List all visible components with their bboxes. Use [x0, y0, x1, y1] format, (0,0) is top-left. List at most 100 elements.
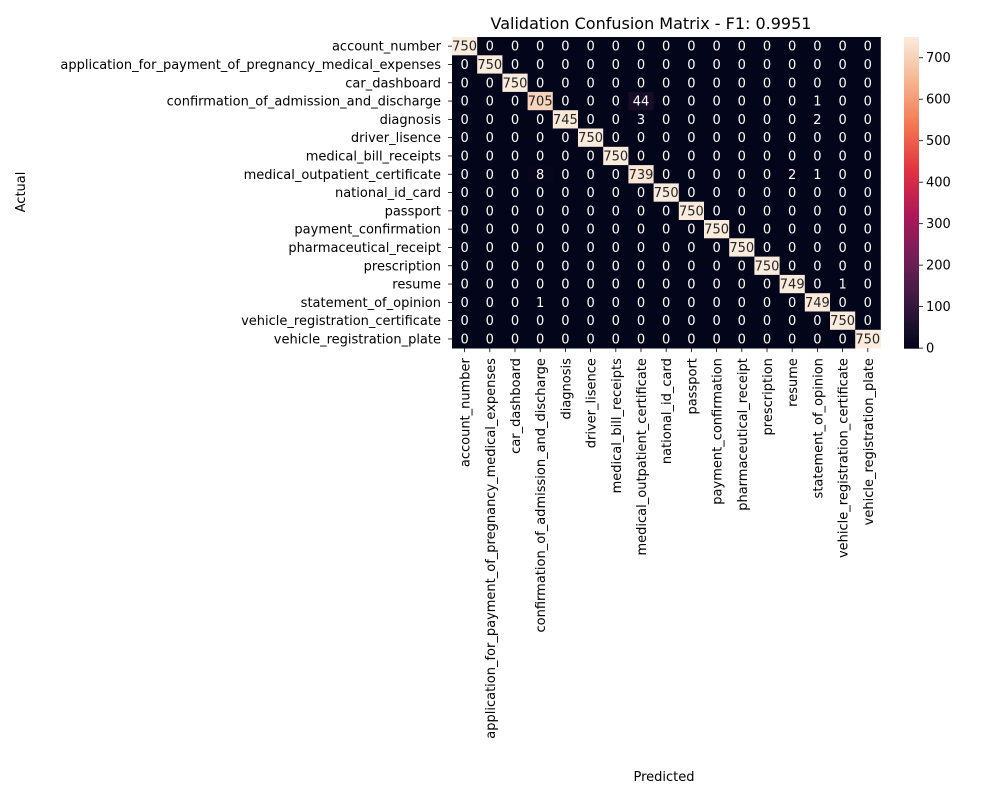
- cell-value-label: 0: [561, 131, 569, 146]
- heatmap-cell: [477, 201, 503, 221]
- heatmap-cell: [754, 220, 780, 239]
- cell-value-label: 0: [712, 332, 720, 347]
- colorbar-gradient-slice: [904, 140, 919, 144]
- cell-value-label: 0: [612, 296, 620, 311]
- cell-value-label: 0: [763, 241, 771, 256]
- colorbar-gradient-slice: [904, 310, 919, 314]
- heatmap-cell: [502, 110, 528, 129]
- colorbar-gradient-slice: [904, 314, 919, 318]
- heatmap-cell: [527, 91, 554, 111]
- cell-value-label: 0: [788, 76, 796, 91]
- cell-value-label: 750: [855, 332, 880, 347]
- cell-value-label: 750: [729, 241, 754, 256]
- colorbar-gradient-slice: [904, 115, 919, 119]
- colorbar-gradient-slice: [904, 171, 919, 175]
- heatmap-cell: [578, 183, 604, 203]
- heatmap-cell: [830, 37, 856, 56]
- heatmap-cell: [804, 165, 831, 184]
- cell-value-label: 1: [536, 296, 544, 311]
- heatmap-cell: [830, 256, 856, 276]
- cell-value-label: 0: [738, 278, 746, 293]
- heatmap-cell: [653, 73, 680, 93]
- cell-value-label: 0: [838, 76, 846, 91]
- colorbar-gradient-slice: [904, 200, 919, 204]
- cell-value-label: 0: [687, 186, 695, 201]
- colorbar-gradient-slice: [904, 204, 919, 208]
- cell-value-label: 0: [838, 223, 846, 238]
- heatmap-cell: [578, 329, 604, 349]
- colorbar-gradient-slice: [904, 221, 919, 225]
- cell-value-label: 750: [503, 76, 528, 91]
- colorbar-gradient-slice: [904, 188, 919, 192]
- heatmap-cell: [754, 183, 780, 203]
- cell-value-label: 0: [536, 204, 544, 219]
- cell-value-label: 0: [864, 296, 872, 311]
- heatmap-cell: [830, 91, 856, 111]
- cell-value-label: 0: [561, 278, 569, 293]
- cell-value-label: 0: [536, 40, 544, 55]
- heatmap-cell: [628, 238, 654, 257]
- cell-value-label: 0: [838, 168, 846, 183]
- heatmap-cell: [578, 165, 604, 184]
- colorbar-gradient-slice: [904, 279, 919, 283]
- heatmap-cell: [578, 73, 604, 93]
- heatmap-cell: [653, 128, 680, 148]
- colorbar-gradient-slice: [904, 331, 919, 335]
- colorbar-gradient-slice: [904, 346, 919, 349]
- colorbar-gradient-slice: [904, 68, 919, 71]
- cell-value-label: 0: [536, 131, 544, 146]
- cell-value-label: 44: [633, 95, 650, 110]
- cell-value-label: 0: [813, 149, 821, 164]
- y-tick-label: application_for_payment_of_pregnancy_med…: [60, 58, 441, 73]
- colorbar-gradient-slice: [904, 323, 919, 326]
- cell-value-label: 0: [662, 278, 670, 293]
- heatmap-cell: [729, 55, 755, 74]
- cell-value-label: 0: [486, 278, 494, 293]
- heatmap-cell: [729, 293, 755, 312]
- cell-value-label: 0: [864, 113, 872, 128]
- heatmap-cell: [452, 73, 478, 93]
- cell-value-label: 0: [763, 58, 771, 73]
- heatmap-cell: [452, 256, 478, 276]
- heatmap-cell: [578, 91, 604, 111]
- heatmap-cell: [502, 146, 528, 166]
- cell-value-label: 0: [738, 204, 746, 219]
- cell-value-label: 0: [788, 131, 796, 146]
- colorbar-tick-label: 200: [926, 259, 951, 274]
- colorbar-gradient-slice: [904, 109, 919, 113]
- heatmap-cell: [502, 201, 528, 221]
- heatmap-cell: [653, 55, 680, 74]
- heatmap-cell: [477, 165, 503, 184]
- heatmap-cell: [578, 256, 604, 276]
- cell-value-label: 0: [864, 204, 872, 219]
- cell-value-label: 0: [561, 204, 569, 219]
- heatmap-cell: [628, 37, 654, 56]
- cell-value-label: 0: [712, 186, 720, 201]
- colorbar-gradient-slice: [904, 117, 919, 121]
- colorbar-gradient-slice: [904, 151, 919, 154]
- cell-value-label: 750: [679, 204, 704, 219]
- cell-value-label: 0: [612, 259, 620, 274]
- cell-value-label: 0: [838, 58, 846, 73]
- colorbar-gradient-slice: [904, 63, 919, 67]
- heatmap-cell: [578, 220, 604, 239]
- heatmap-cell: [552, 311, 579, 331]
- colorbar-tick-label: 0: [926, 342, 934, 357]
- colorbar-gradient-slice: [904, 273, 919, 277]
- cell-value-label: 0: [738, 131, 746, 146]
- colorbar-gradient-slice: [904, 316, 919, 320]
- heatmap-cell: [830, 55, 856, 74]
- colorbar-gradient-slice: [904, 153, 919, 156]
- heatmap-cell: [779, 311, 806, 331]
- cell-value-label: 0: [738, 296, 746, 311]
- heatmap-cell: [502, 293, 528, 312]
- cell-value-label: 0: [788, 58, 796, 73]
- cell-value-label: 0: [511, 131, 519, 146]
- cell-value-label: 0: [612, 95, 620, 110]
- heatmap-cell: [552, 256, 579, 276]
- x-tick-label: vehicle_registration_plate: [862, 358, 877, 525]
- cell-value-label: 0: [687, 40, 695, 55]
- heatmap-cell: [552, 201, 579, 221]
- cell-value-label: 0: [738, 168, 746, 183]
- colorbar-gradient-slice: [904, 234, 919, 237]
